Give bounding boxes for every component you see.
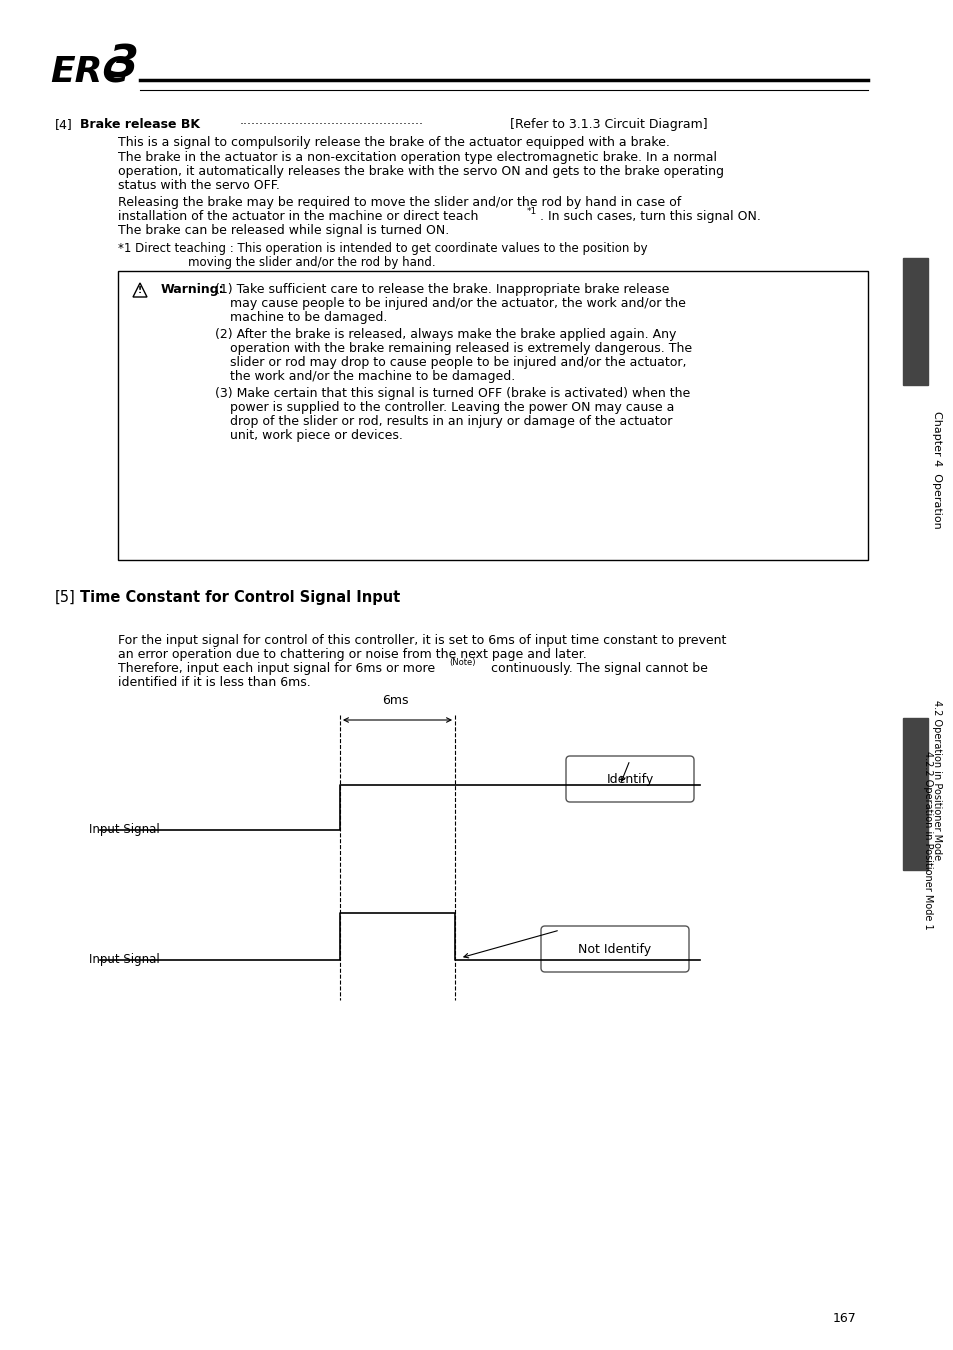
Text: (2) After the brake is released, always make the brake applied again. Any: (2) After the brake is released, always … [214, 328, 676, 342]
Text: operation, it automatically releases the brake with the servo ON and gets to the: operation, it automatically releases the… [118, 165, 723, 178]
Text: the work and/or the machine to be damaged.: the work and/or the machine to be damage… [230, 370, 515, 383]
Text: operation with the brake remaining released is extremely dangerous. The: operation with the brake remaining relea… [230, 342, 691, 355]
Text: [5]: [5] [55, 590, 75, 605]
Text: (1) Take sufficient care to release the brake. Inappropriate brake release: (1) Take sufficient care to release the … [214, 284, 669, 296]
Text: *1 Direct teaching : This operation is intended to get coordinate values to the : *1 Direct teaching : This operation is i… [118, 242, 647, 255]
Text: This is a signal to compulsorily release the brake of the actuator equipped with: This is a signal to compulsorily release… [118, 136, 669, 148]
FancyBboxPatch shape [565, 756, 693, 802]
Text: Releasing the brake may be required to move the slider and/or the rod by hand in: Releasing the brake may be required to m… [118, 196, 680, 209]
Text: 4.2 Operation in Positioner Mode: 4.2 Operation in Positioner Mode [931, 699, 941, 860]
Text: . In such cases, turn this signal ON.: . In such cases, turn this signal ON. [539, 211, 760, 223]
Text: Chapter 4  Operation: Chapter 4 Operation [931, 412, 941, 529]
Text: 4.2.2 Operation in Positioner Mode 1: 4.2.2 Operation in Positioner Mode 1 [923, 751, 932, 929]
Text: Time Constant for Control Signal Input: Time Constant for Control Signal Input [80, 590, 400, 605]
Text: !: ! [138, 286, 142, 296]
Text: machine to be damaged.: machine to be damaged. [230, 310, 387, 324]
Text: status with the servo OFF.: status with the servo OFF. [118, 180, 279, 192]
Bar [118, 271, 867, 560]
FancyBboxPatch shape [540, 926, 688, 972]
Text: [4]: [4] [55, 117, 72, 131]
Bar [902, 718, 927, 869]
Text: (Note): (Note) [449, 657, 475, 667]
Text: Input Signal: Input Signal [90, 824, 160, 837]
Text: 167: 167 [832, 1312, 856, 1324]
Text: (3) Make certain that this signal is turned OFF (brake is activated) when the: (3) Make certain that this signal is tur… [214, 387, 690, 400]
Text: identified if it is less than 6ms.: identified if it is less than 6ms. [118, 676, 311, 688]
Text: unit, work piece or devices.: unit, work piece or devices. [230, 429, 402, 441]
Text: Input Signal: Input Signal [90, 953, 160, 967]
Text: *1: *1 [526, 207, 537, 216]
Text: The brake in the actuator is a non-excitation operation type electromagnetic bra: The brake in the actuator is a non-excit… [118, 151, 717, 163]
Text: ··············································: ········································… [240, 117, 423, 131]
Text: slider or rod may drop to cause people to be injured and/or the actuator,: slider or rod may drop to cause people t… [230, 356, 686, 369]
Text: Identify: Identify [606, 772, 653, 786]
Text: power is supplied to the controller. Leaving the power ON may cause a: power is supplied to the controller. Lea… [230, 401, 674, 414]
Text: The brake can be released while signal is turned ON.: The brake can be released while signal i… [118, 224, 449, 238]
Text: drop of the slider or rod, results in an injury or damage of the actuator: drop of the slider or rod, results in an… [230, 414, 672, 428]
Text: [Refer to 3.1.3 Circuit Diagram]: [Refer to 3.1.3 Circuit Diagram] [510, 117, 707, 131]
Text: may cause people to be injured and/or the actuator, the work and/or the: may cause people to be injured and/or th… [230, 297, 685, 310]
Text: For the input signal for control of this controller, it is set to 6ms of input t: For the input signal for control of this… [118, 634, 725, 647]
Bar [902, 258, 927, 385]
Text: an error operation due to chattering or noise from the next page and later.: an error operation due to chattering or … [118, 648, 586, 662]
Text: 3: 3 [108, 43, 139, 86]
Text: Warning:: Warning: [161, 284, 224, 296]
Text: Brake release BK: Brake release BK [80, 117, 200, 131]
Text: continuously. The signal cannot be: continuously. The signal cannot be [486, 662, 707, 675]
Text: ERC: ERC [50, 55, 129, 89]
Text: Therefore, input each input signal for 6ms or more: Therefore, input each input signal for 6… [118, 662, 435, 675]
Text: moving the slider and/or the rod by hand.: moving the slider and/or the rod by hand… [188, 256, 436, 269]
Text: Not Identify: Not Identify [578, 942, 651, 956]
Text: 6ms: 6ms [381, 694, 408, 707]
Text: installation of the actuator in the machine or direct teach: installation of the actuator in the mach… [118, 211, 477, 223]
